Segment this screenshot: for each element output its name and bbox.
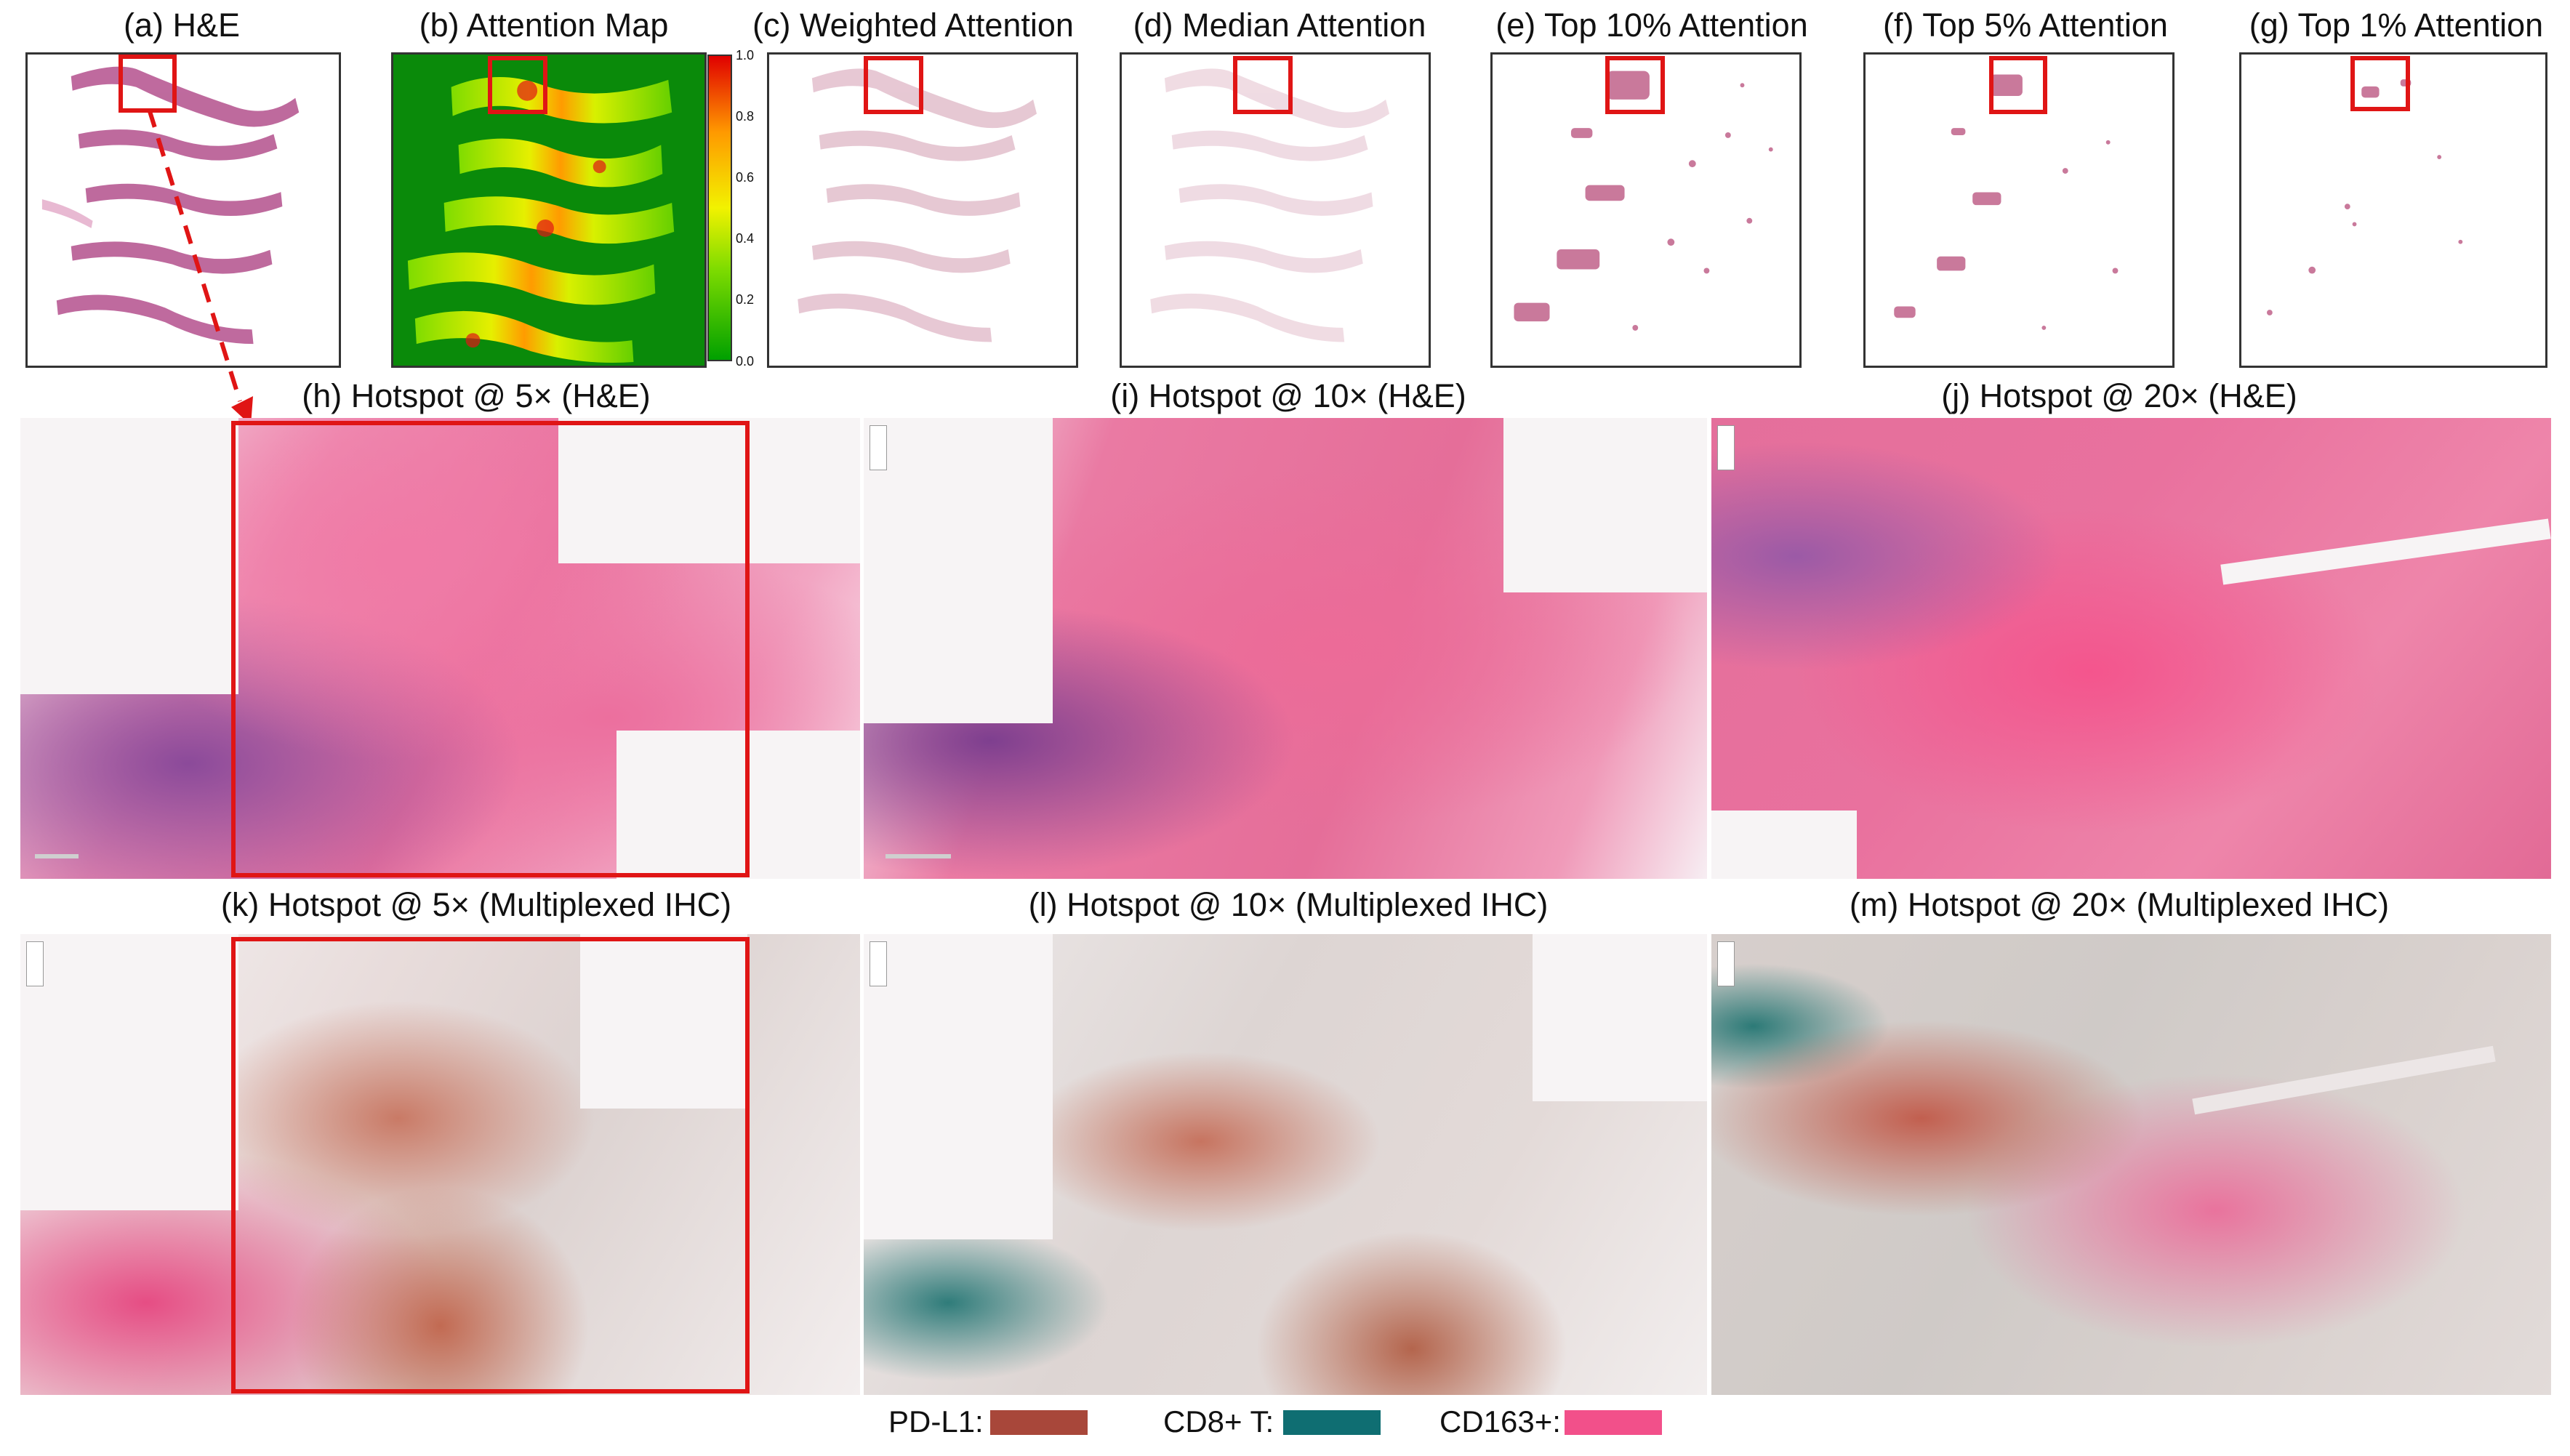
panel-c-hotspot-box — [864, 56, 923, 114]
background-area — [1711, 811, 1857, 879]
panel-c-title: (c) Weighted Attention — [752, 7, 1074, 44]
panel-g-title: (g) Top 1% Attention — [2249, 7, 2544, 44]
colorbar-tick: 0.2 — [736, 292, 755, 307]
background-crack — [2220, 518, 2551, 585]
panel-f-title: (f) Top 5% Attention — [1883, 7, 2168, 44]
panel-c-weighted-attention — [767, 52, 1078, 368]
legend-label-cd8: CD8+ T: — [1163, 1404, 1274, 1439]
panel-e-hotspot-box — [1605, 56, 1665, 114]
panel-k-ihc-5x-image — [20, 934, 860, 1395]
panel-i-title: (i) Hotspot @ 10× (H&E) — [1110, 377, 1466, 414]
background-area — [617, 731, 860, 879]
panel-d-hotspot-box — [1233, 56, 1293, 114]
panel-b-attention-map — [391, 52, 707, 368]
background-area — [864, 418, 1053, 723]
viewer-zoom-legend — [870, 425, 887, 470]
background-area — [20, 418, 238, 694]
background-area — [864, 934, 1053, 1239]
panel-g-top1-attention — [2239, 52, 2547, 368]
legend-label-cd163: CD163+: — [1439, 1404, 1561, 1439]
panel-g-hotspot-box — [2350, 56, 2410, 111]
panel-e-top10-attention — [1490, 52, 1802, 368]
panel-f-hotspot-box — [1989, 56, 2047, 114]
panel-h-title: (h) Hotspot @ 5× (H&E) — [302, 377, 651, 414]
viewer-zoom-legend — [1717, 941, 1735, 986]
panel-k-hotspot-box — [231, 937, 750, 1393]
viewer-zoom-legend — [870, 941, 887, 986]
panel-h-he-5x-image — [20, 418, 860, 879]
legend-label-pdl1: PD-L1: — [888, 1404, 984, 1439]
panel-a-hotspot-box — [119, 55, 177, 113]
background-area — [1533, 934, 1707, 1101]
median-tissue-strips — [1150, 68, 1390, 342]
panel-f-top5-attention — [1863, 52, 2175, 368]
viewer-zoom-legend — [1717, 425, 1735, 470]
colorbar-tick: 0.6 — [736, 170, 755, 185]
colorbar-tick: 1.0 — [736, 48, 755, 63]
colorbar-tick: 0.8 — [736, 109, 755, 124]
top10-tissue-patches — [1514, 71, 1773, 331]
panel-d-median-attention — [1120, 52, 1431, 368]
legend-swatch-pdl1 — [990, 1410, 1088, 1435]
panel-k-title: (k) Hotspot @ 5× (Multiplexed IHC) — [220, 886, 732, 923]
panel-l-title: (l) Hotspot @ 10× (Multiplexed IHC) — [1028, 886, 1549, 923]
panel-m-title: (m) Hotspot @ 20× (Multiplexed IHC) — [1849, 886, 2390, 923]
panel-d-title: (d) Median Attention — [1133, 7, 1426, 44]
viewer-zoom-legend — [26, 941, 44, 986]
scale-bar — [35, 854, 79, 858]
attention-heat-strips — [407, 76, 675, 363]
panel-b-title: (b) Attention Map — [419, 7, 669, 44]
background-area — [20, 934, 238, 1210]
panel-i-he-10x-image — [864, 418, 1707, 879]
panel-j-he-20x-image — [1711, 418, 2551, 879]
panel-j-title: (j) Hotspot @ 20× (H&E) — [1941, 377, 2297, 414]
panel-m-ihc-20x-image — [1711, 934, 2551, 1395]
colorbar-tick: 0.0 — [736, 354, 755, 369]
panel-h-hotspot-box — [231, 421, 750, 877]
panel-a-title: (a) H&E — [123, 7, 241, 44]
top5-tissue-patches — [1894, 74, 2119, 330]
background-area — [580, 934, 747, 1109]
attention-colorbar — [707, 55, 732, 361]
he-tissue-strips — [41, 66, 300, 345]
panel-b-hotspot-box — [488, 56, 547, 114]
legend-swatch-cd163 — [1565, 1410, 1662, 1435]
background-crack — [2192, 1045, 2496, 1115]
legend-swatch-cd8 — [1283, 1410, 1381, 1435]
scale-bar — [886, 854, 951, 858]
background-area — [558, 418, 860, 563]
background-area — [1503, 418, 1707, 592]
panel-e-title: (e) Top 10% Attention — [1495, 7, 1808, 44]
weighted-tissue-strips — [798, 68, 1037, 342]
colorbar-tick: 0.4 — [736, 231, 755, 246]
panel-l-ihc-10x-image — [864, 934, 1707, 1395]
panel-a-he-thumbnail — [25, 52, 341, 368]
